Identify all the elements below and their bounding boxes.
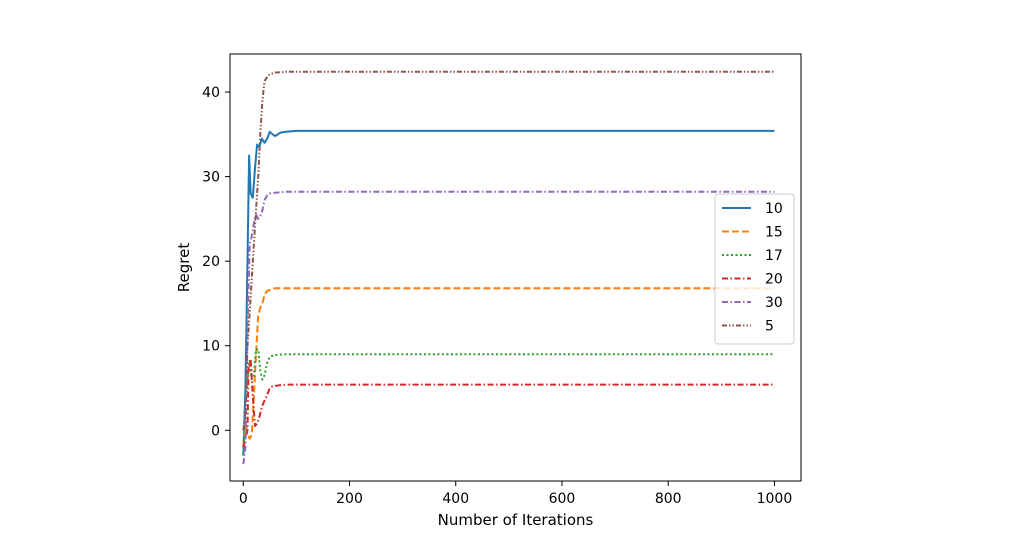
x-tick-label: 600 [549, 491, 576, 507]
series-line-15 [242, 287, 775, 448]
legend-label-30: 30 [765, 295, 783, 311]
plot-area [230, 54, 801, 481]
legend: 10 15 17 20 30 5 [714, 193, 795, 345]
series-line-5 [242, 70, 775, 431]
x-tick-label: 800 [655, 491, 682, 507]
x-axis: 0 200 400 600 800 1000 [239, 481, 792, 507]
x-axis-label: Number of Iterations [438, 511, 594, 529]
legend-label-20: 20 [765, 272, 783, 288]
y-tick-label: 0 [211, 423, 220, 439]
y-axis-label: Regret [175, 243, 193, 293]
x-tick-label: 400 [442, 491, 469, 507]
series-line-20 [242, 359, 775, 448]
legend-label-5: 5 [765, 319, 774, 335]
series-line-30 [242, 190, 775, 465]
y-tick-label: 30 [202, 170, 220, 186]
legend-label-17: 17 [765, 248, 783, 264]
series-layer [242, 70, 775, 465]
series-line-10 [242, 129, 775, 456]
legend-label-10: 10 [765, 201, 783, 217]
y-tick-label: 20 [202, 254, 220, 270]
y-tick-label: 40 [202, 85, 220, 101]
legend-label-15: 15 [765, 225, 783, 241]
x-tick-label: 1000 [757, 491, 793, 507]
y-axis: 0 10 20 30 40 [202, 85, 230, 439]
plot-frame [229, 53, 802, 482]
x-tick-label: 200 [336, 491, 363, 507]
y-tick-label: 10 [202, 339, 220, 355]
x-tick-label: 0 [239, 491, 248, 507]
